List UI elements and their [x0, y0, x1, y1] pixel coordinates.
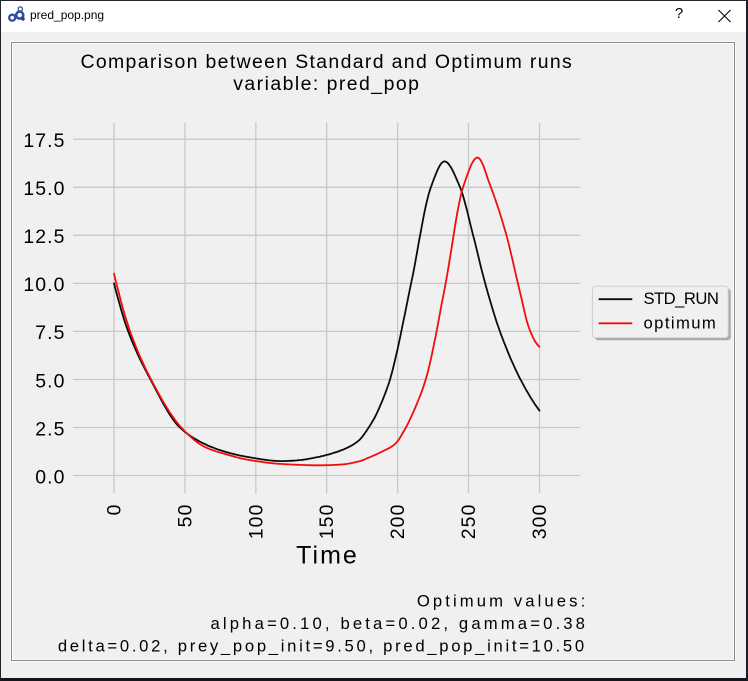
svg-text:200: 200 [387, 504, 409, 540]
svg-text:0: 0 [104, 504, 126, 516]
svg-text:2.5: 2.5 [35, 418, 65, 440]
svg-text:Optimum values:: Optimum values: [417, 592, 588, 611]
svg-text:STD_RUN: STD_RUN [644, 289, 719, 308]
svg-text:250: 250 [458, 504, 480, 540]
svg-text:alpha=0.10, beta=0.02, gamma=0: alpha=0.10, beta=0.02, gamma=0.38 [210, 614, 588, 633]
svg-text:17.5: 17.5 [23, 130, 65, 152]
svg-text:5.0: 5.0 [35, 370, 65, 392]
svg-text:100: 100 [245, 504, 267, 540]
svg-text:150: 150 [316, 504, 338, 540]
svg-text:optimum: optimum [644, 313, 718, 332]
svg-text:15.0: 15.0 [23, 178, 65, 200]
svg-text:Time: Time [296, 542, 359, 570]
svg-text:7.5: 7.5 [35, 322, 65, 344]
svg-text:10.0: 10.0 [23, 274, 65, 296]
svg-text:Comparison between Standard an: Comparison between Standard and Optimum … [80, 51, 573, 73]
svg-text:variable: pred_pop: variable: pred_pop [233, 73, 420, 95]
svg-text:50: 50 [174, 504, 196, 528]
svg-text:12.5: 12.5 [23, 226, 65, 248]
svg-text:300: 300 [529, 504, 551, 540]
svg-text:delta=0.02, prey_pop_init=9.50: delta=0.02, prey_pop_init=9.50, pred_pop… [58, 637, 587, 656]
svg-text:0.0: 0.0 [35, 466, 65, 488]
